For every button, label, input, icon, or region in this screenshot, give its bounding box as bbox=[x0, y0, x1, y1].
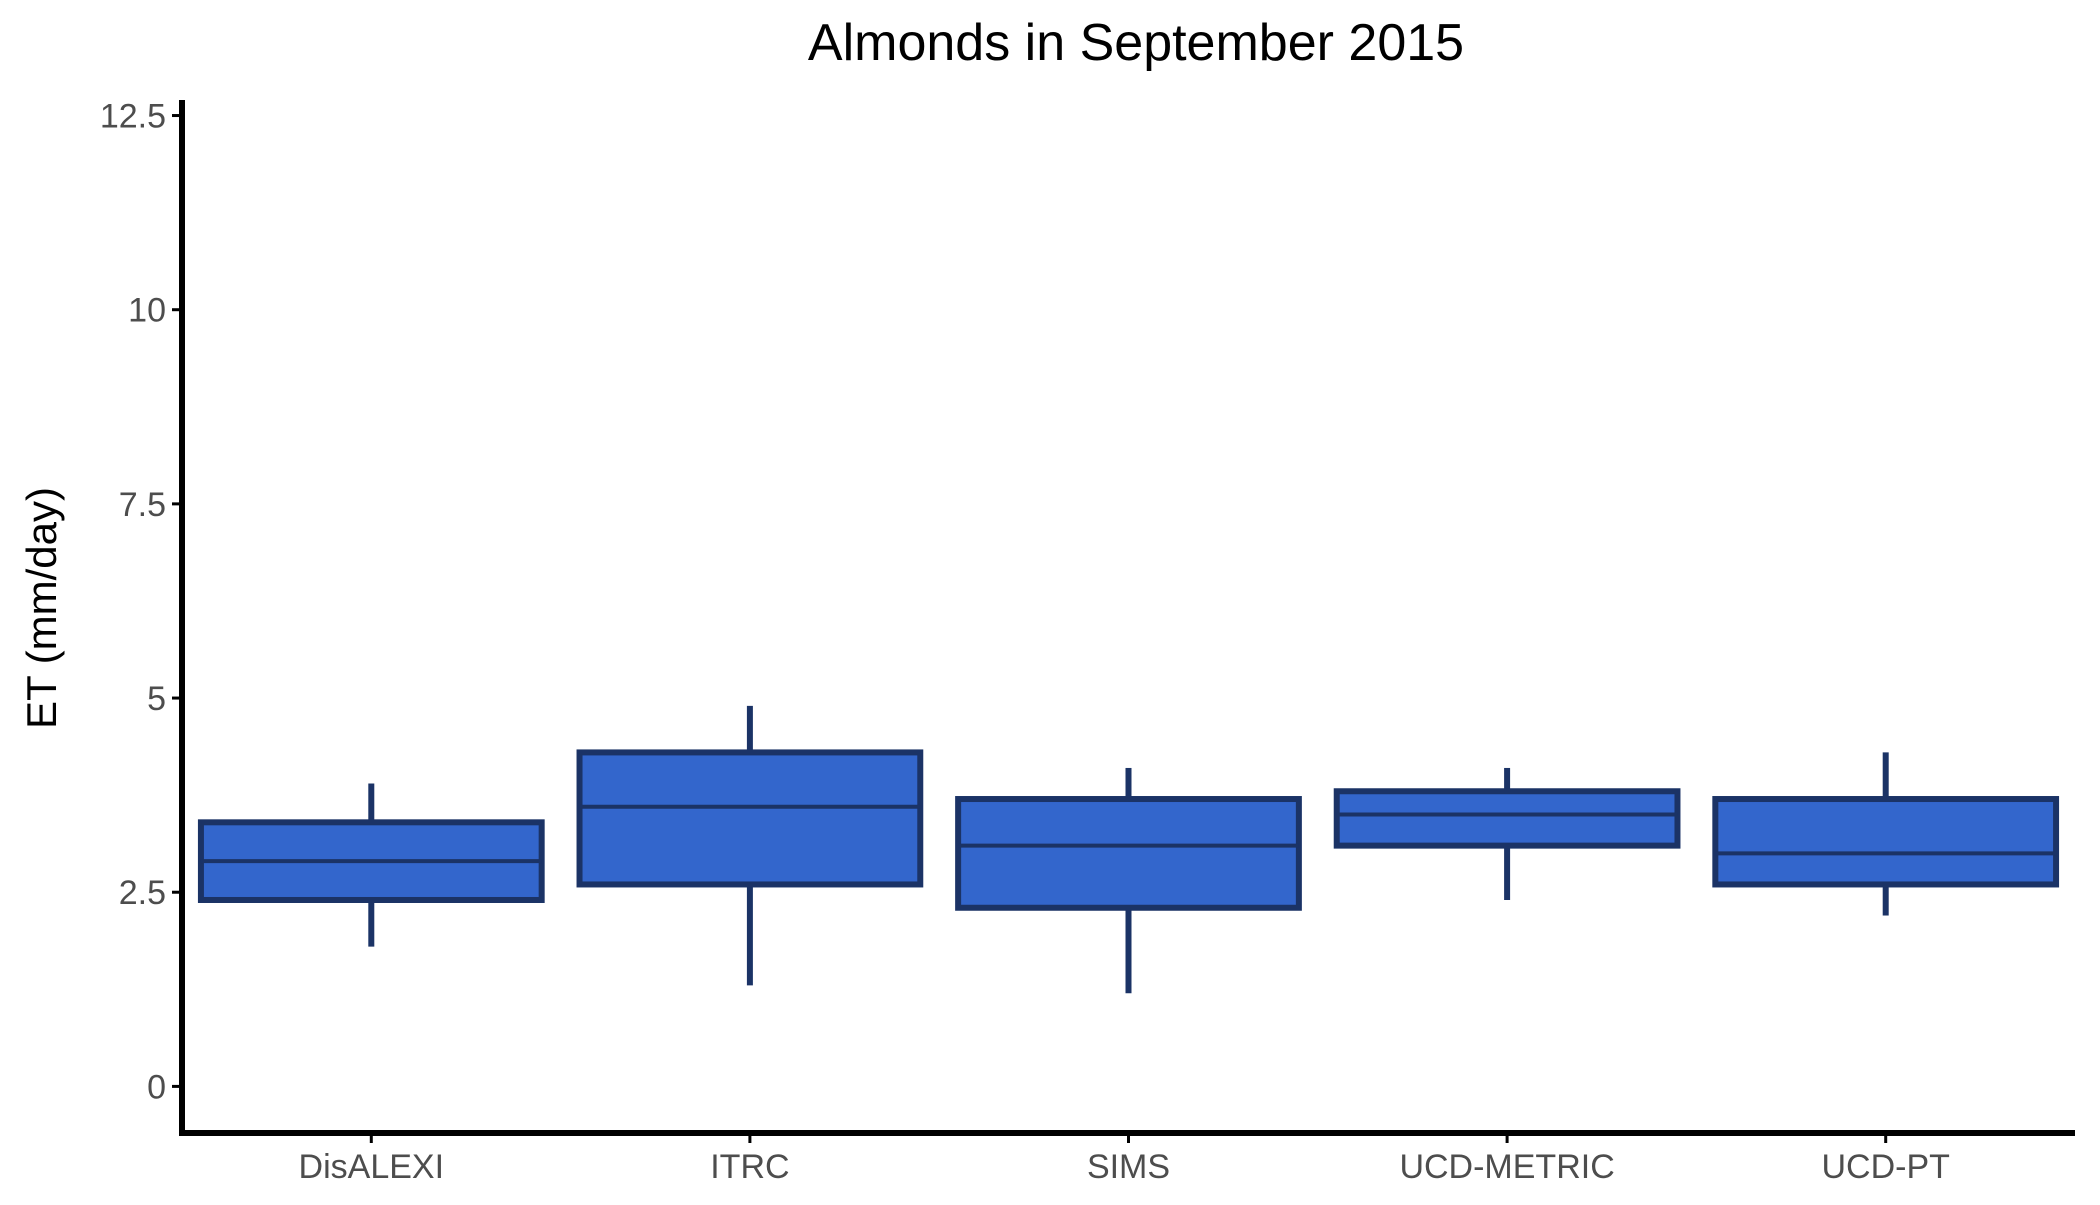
box-itrc bbox=[576, 749, 924, 888]
x-tick-label: ITRC bbox=[710, 1148, 789, 1186]
y-tick-label: 2.5 bbox=[119, 874, 166, 912]
y-tick-label: 7.5 bbox=[119, 486, 166, 524]
x-tick-label: DisALEXI bbox=[299, 1148, 445, 1186]
box-sims bbox=[955, 796, 1302, 911]
x-tick-label: SIMS bbox=[1087, 1148, 1170, 1186]
chart-title: Almonds in September 2015 bbox=[808, 14, 1464, 72]
box-ucd-pt bbox=[1712, 796, 2060, 888]
plot-area: 0 2.5 5 7.5 10 12.5 DisALEXI ITRC SIMS UCD-METRIC… bbox=[100, 98, 2075, 1186]
y-tick-label: 12.5 bbox=[100, 98, 166, 136]
y-tick-label: 0 bbox=[147, 1068, 166, 1106]
y-tick-label: 10 bbox=[128, 292, 166, 330]
x-tick-label: UCD-PT bbox=[1821, 1148, 1949, 1186]
x-tick-label: UCD-METRIC bbox=[1399, 1148, 1614, 1186]
y-tick-label: 5 bbox=[147, 680, 166, 718]
y-axis-title: ET (mm/day) bbox=[18, 487, 65, 729]
box-ucd-metric bbox=[1333, 788, 1681, 849]
